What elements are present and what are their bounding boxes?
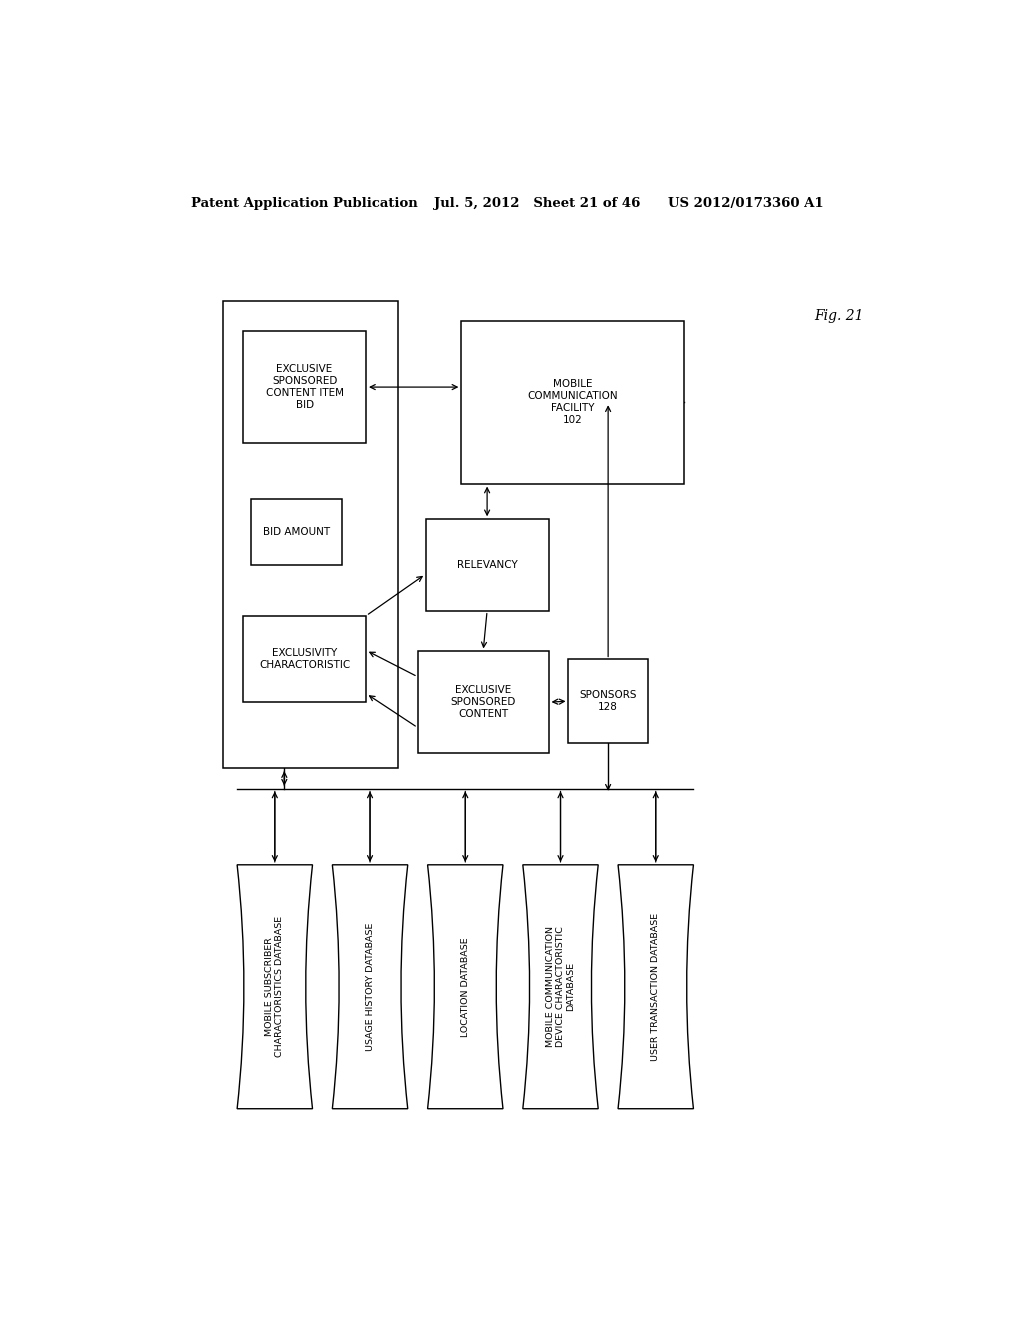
Text: MOBILE COMMUNICATION
DEVICE CHARACTORISTIC
DATABASE: MOBILE COMMUNICATION DEVICE CHARACTORIST… bbox=[546, 927, 575, 1047]
Bar bbox=[461, 321, 684, 483]
Text: RELEVANCY: RELEVANCY bbox=[457, 560, 517, 570]
Text: US 2012/0173360 A1: US 2012/0173360 A1 bbox=[668, 197, 823, 210]
Text: USAGE HISTORY DATABASE: USAGE HISTORY DATABASE bbox=[366, 923, 375, 1051]
Bar bbox=[223, 301, 397, 768]
Text: EXCLUSIVITY
CHARACTORISTIC: EXCLUSIVITY CHARACTORISTIC bbox=[259, 648, 350, 671]
PathPatch shape bbox=[238, 865, 312, 1109]
Bar bbox=[568, 660, 648, 743]
Text: Patent Application Publication: Patent Application Publication bbox=[191, 197, 418, 210]
Text: SPONSORS
128: SPONSORS 128 bbox=[580, 690, 637, 713]
Text: LOCATION DATABASE: LOCATION DATABASE bbox=[461, 937, 470, 1036]
Bar bbox=[243, 331, 367, 444]
Text: MOBILE SUBSCRIBER
CHARACTORISTICS DATABASE: MOBILE SUBSCRIBER CHARACTORISTICS DATABA… bbox=[265, 916, 285, 1057]
Bar bbox=[243, 615, 367, 702]
Bar bbox=[426, 519, 549, 611]
Text: MOBILE
COMMUNICATION
FACILITY
102: MOBILE COMMUNICATION FACILITY 102 bbox=[527, 379, 617, 425]
Text: BID AMOUNT: BID AMOUNT bbox=[263, 527, 330, 537]
Text: Jul. 5, 2012   Sheet 21 of 46: Jul. 5, 2012 Sheet 21 of 46 bbox=[433, 197, 640, 210]
Text: USER TRANSACTION DATABASE: USER TRANSACTION DATABASE bbox=[651, 912, 660, 1061]
PathPatch shape bbox=[523, 865, 598, 1109]
PathPatch shape bbox=[333, 865, 408, 1109]
Text: EXCLUSIVE
SPONSORED
CONTENT: EXCLUSIVE SPONSORED CONTENT bbox=[451, 685, 516, 719]
Text: EXCLUSIVE
SPONSORED
CONTENT ITEM
BID: EXCLUSIVE SPONSORED CONTENT ITEM BID bbox=[265, 364, 344, 411]
Text: Fig. 21: Fig. 21 bbox=[814, 309, 864, 323]
PathPatch shape bbox=[428, 865, 503, 1109]
Bar bbox=[418, 651, 549, 752]
PathPatch shape bbox=[618, 865, 693, 1109]
Bar bbox=[251, 499, 342, 565]
